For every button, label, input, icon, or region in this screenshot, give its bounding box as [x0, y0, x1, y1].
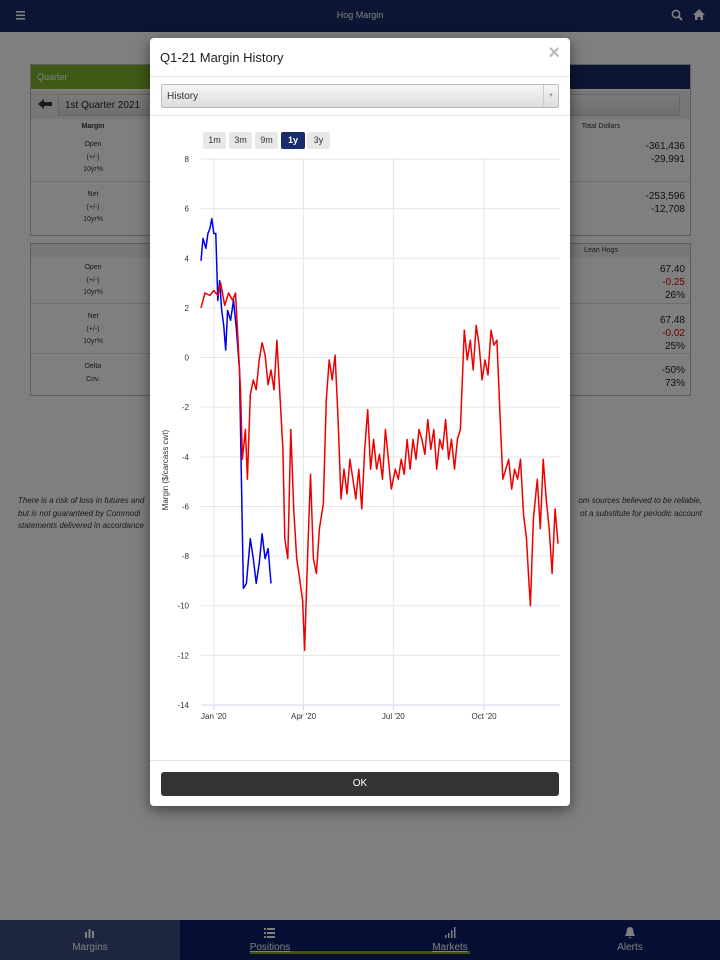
ok-button[interactable]: OK	[161, 772, 559, 796]
y-tick-label: -8	[182, 552, 190, 561]
select-arrow: ▼	[543, 85, 558, 107]
y-tick-label: 0	[185, 354, 190, 363]
data-line	[200, 282, 559, 652]
y-tick-label: 4	[185, 254, 190, 263]
y-tick-label: 8	[185, 155, 190, 164]
chart: Margin ($/carcass cwt) -14 -12 -10 -8 -6 -4 -2…	[161, 155, 560, 721]
select-text: History	[167, 91, 199, 102]
range-button[interactable]: 9m	[255, 132, 278, 149]
x-tick-label: Apr '20	[291, 712, 317, 721]
y-axis-label: Margin ($/carcass cwt)	[161, 429, 170, 510]
range-button[interactable]: 3y	[307, 132, 330, 149]
range-button[interactable]: 1y	[281, 132, 305, 149]
range-button[interactable]: 1m	[203, 132, 226, 149]
y-tick-label: -2	[182, 403, 190, 412]
close-button[interactable]: ×	[548, 42, 560, 64]
x-tick-label: Jan '20	[201, 712, 227, 721]
view-select[interactable]: History ▼	[161, 84, 559, 108]
y-tick-label: -6	[182, 502, 190, 511]
y-tick-label: -10	[177, 602, 189, 611]
y-tick-label: -4	[182, 453, 190, 462]
x-tick-label: Jul '20	[382, 712, 405, 721]
y-tick-label: 6	[185, 205, 190, 214]
x-tick-label: Oct '20	[472, 712, 498, 721]
separator	[150, 760, 570, 761]
y-tick-label: 2	[185, 304, 190, 313]
y-tick-label: -12	[177, 651, 189, 660]
separator	[150, 115, 570, 116]
separator	[150, 76, 570, 77]
data-line	[200, 217, 272, 590]
range-button[interactable]: 3m	[229, 132, 252, 149]
y-tick-label: -14	[177, 701, 189, 710]
modal: Q1-21 Margin History × History ▼ Margin (…	[150, 38, 570, 806]
modal-title: Q1-21 Margin History	[160, 50, 284, 65]
